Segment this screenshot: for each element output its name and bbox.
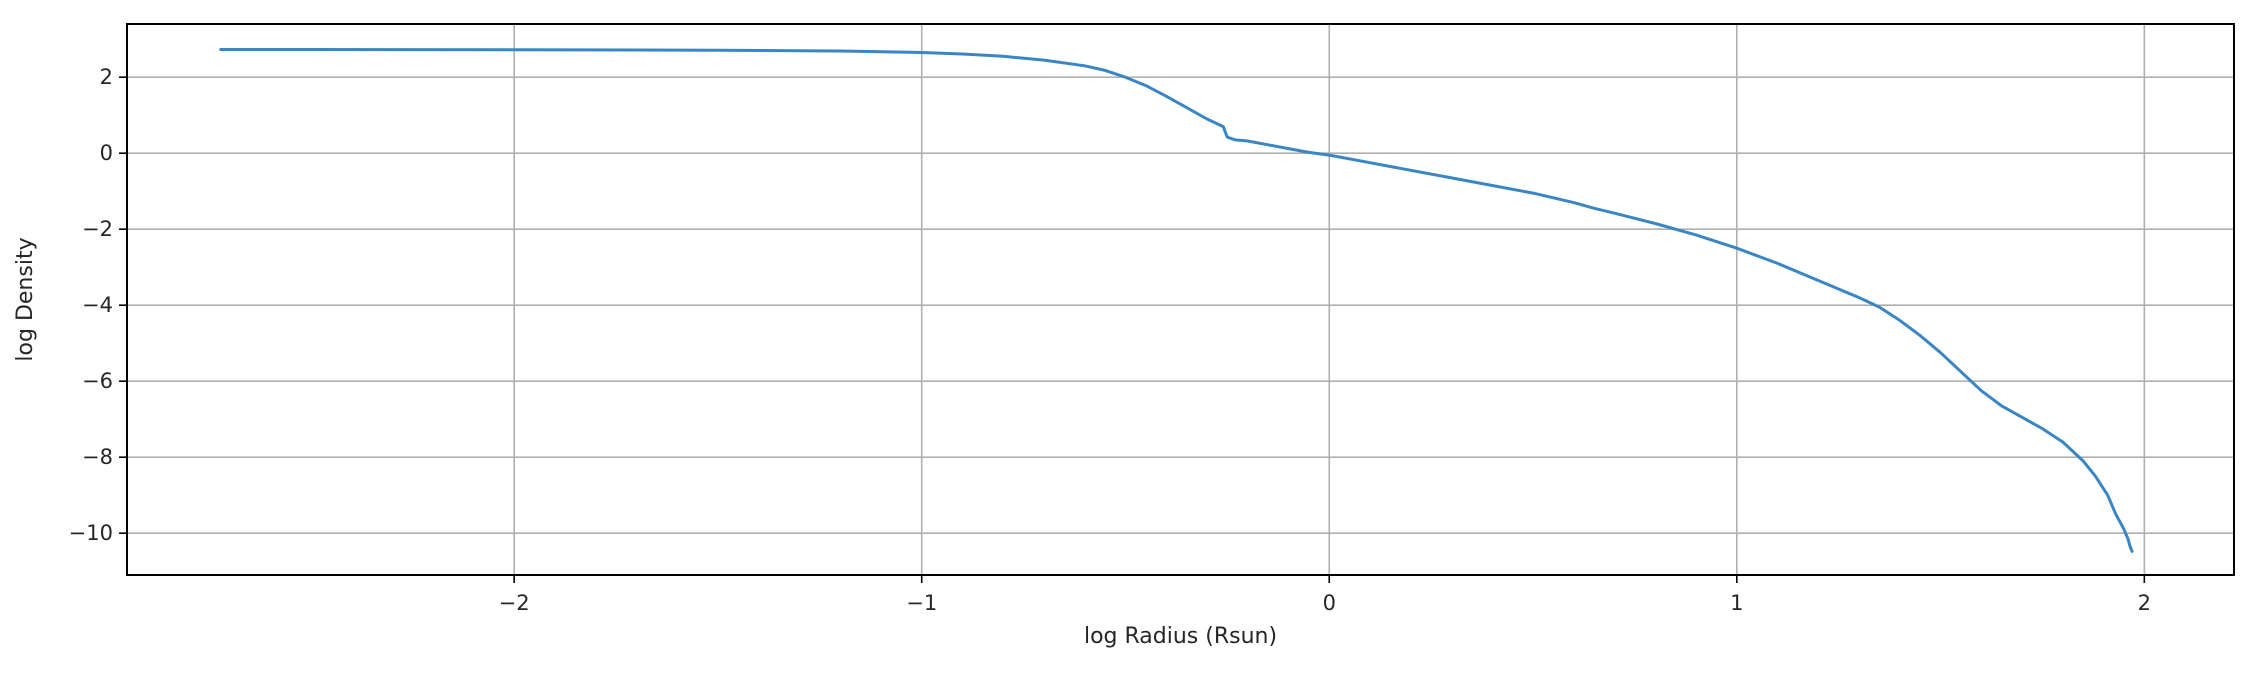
y-tick-label: −8 [82, 445, 113, 469]
tick-marks [119, 76, 2146, 583]
x-tick-label: 2 [2138, 591, 2151, 615]
y-tick-label: −4 [82, 293, 113, 317]
series-line [219, 48, 2134, 553]
x-tick-labels: −2 −1 0 1 2 [499, 591, 2151, 615]
series-group [219, 48, 2134, 553]
grid [127, 24, 2234, 575]
x-tick-label: 0 [1323, 591, 1336, 615]
x-tick-label: 1 [1730, 591, 1743, 615]
y-tick-labels: 2 0 −2 −4 −6 −8 −10 [69, 65, 113, 545]
y-tick-label: −6 [82, 369, 113, 393]
x-tick-label: −1 [906, 591, 937, 615]
y-axis-label: log Density [13, 237, 38, 361]
y-tick-label: −2 [82, 217, 113, 241]
y-tick-label: 0 [100, 141, 113, 165]
y-tick-label: 2 [100, 65, 113, 89]
x-axis-label: log Radius (Rsun) [1084, 624, 1277, 649]
y-tick-label: −10 [69, 521, 113, 545]
x-tick-label: −2 [499, 591, 530, 615]
plot-frame [126, 23, 2235, 576]
